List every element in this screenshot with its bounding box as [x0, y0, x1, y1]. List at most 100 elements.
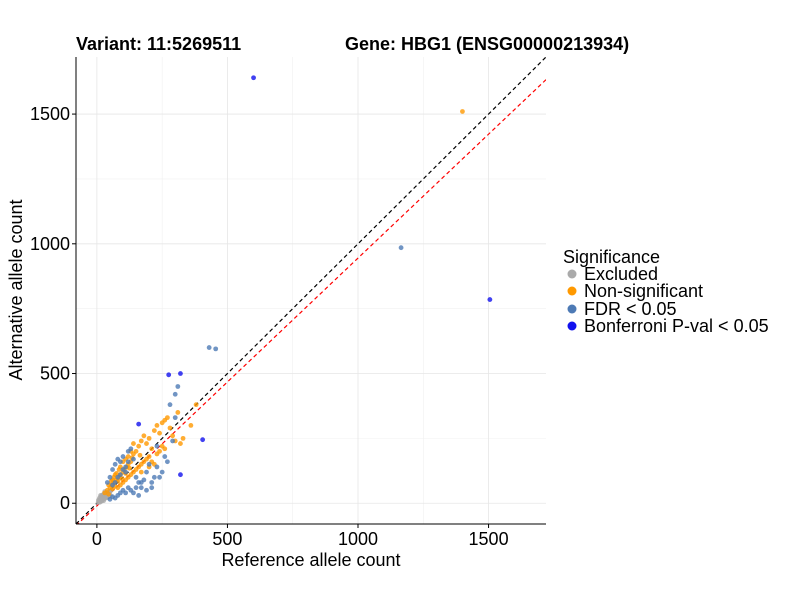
- y-tick-label: 0: [60, 493, 70, 513]
- data-point-series-1: [193, 402, 199, 408]
- legend-swatch-fdr: [567, 304, 577, 314]
- data-point-series-2: [172, 415, 178, 421]
- data-point-series-1: [178, 441, 183, 446]
- data-point-series-3: [178, 472, 183, 478]
- legend-swatch-bonferroni: [567, 321, 577, 331]
- data-point-series-2: [107, 496, 113, 502]
- chart-title-variant: Variant: 11:5269511: [76, 34, 241, 54]
- data-point-series-1: [149, 446, 155, 452]
- data-point-series-2: [151, 474, 157, 480]
- x-axis-label: Reference allele count: [221, 550, 400, 570]
- data-point-series-1: [146, 435, 152, 441]
- axes: [75, 57, 546, 525]
- data-point-series-1: [170, 433, 176, 439]
- data-point-series-3: [136, 421, 142, 427]
- legend-label-non-significant: Non-significant: [584, 281, 703, 301]
- data-point-series-1: [136, 443, 142, 449]
- data-point-series-2: [162, 454, 168, 459]
- data-point-series-2: [398, 245, 404, 251]
- legend-item-fdr: FDR < 0.05: [567, 299, 677, 319]
- data-point-series-2: [144, 487, 149, 493]
- data-point-series-0: [98, 493, 103, 498]
- data-point-series-1: [141, 433, 147, 439]
- data-point-series-2: [170, 438, 176, 444]
- data-point-series-2: [138, 480, 144, 485]
- x-tick-label: 0: [92, 529, 102, 549]
- data-point-series-2: [213, 346, 219, 352]
- legend-label-fdr: FDR < 0.05: [584, 299, 677, 319]
- data-point-series-1: [127, 465, 132, 471]
- data-point-series-1: [131, 441, 136, 446]
- data-point-series-3: [200, 437, 206, 443]
- data-point-series-1: [162, 446, 168, 452]
- data-point-series-1: [157, 448, 162, 454]
- data-point-series-2: [159, 469, 165, 475]
- data-point-series-2: [154, 443, 160, 449]
- y-tick-label: 1500: [30, 104, 70, 124]
- data-point-series-2: [104, 480, 110, 485]
- data-point-series-0: [101, 498, 107, 504]
- x-tick-label: 1500: [469, 529, 509, 549]
- data-point-series-2: [133, 485, 139, 491]
- data-point-series-2: [138, 485, 144, 491]
- legend-label-bonferroni: Bonferroni P-val < 0.05: [584, 316, 769, 336]
- legend-item-non-significant: Non-significant: [567, 281, 703, 301]
- data-point-series-1: [144, 441, 149, 446]
- data-point-series-2: [154, 464, 160, 470]
- data-point-series-2: [131, 456, 136, 462]
- y-tick-label: 1000: [30, 234, 70, 254]
- data-point-series-1: [119, 476, 125, 481]
- data-point-series-1: [116, 467, 122, 472]
- x-tick-label: 1000: [338, 529, 378, 549]
- data-point-series-2: [144, 469, 149, 475]
- data-point-series-2: [123, 464, 129, 470]
- legend-title: Significance: [563, 247, 660, 267]
- grid: [76, 57, 546, 524]
- data-points: [95, 75, 493, 505]
- data-point-series-2: [149, 480, 155, 485]
- data-point-series-2: [110, 467, 115, 472]
- data-point-series-2: [146, 461, 152, 467]
- data-point-series-1: [138, 469, 144, 475]
- legend: Significance Excluded Non-significant FD…: [563, 247, 769, 336]
- data-point-series-3: [178, 371, 183, 376]
- data-point-series-1: [146, 454, 152, 459]
- data-point-series-2: [117, 472, 123, 478]
- data-point-series-2: [157, 474, 162, 480]
- data-point-series-2: [172, 391, 178, 397]
- legend-swatch-non-significant: [567, 286, 577, 296]
- data-point-series-2: [128, 446, 134, 452]
- legend-item-excluded: Excluded: [567, 264, 658, 284]
- data-point-series-3: [166, 372, 172, 378]
- data-point-series-2: [125, 459, 131, 465]
- data-point-series-0: [102, 494, 108, 500]
- data-point-series-1: [180, 435, 186, 441]
- data-point-series-1: [106, 491, 112, 497]
- data-point-series-1: [157, 430, 162, 436]
- data-point-series-2: [136, 493, 142, 498]
- data-point-series-1: [133, 448, 139, 454]
- data-point-series-2: [112, 480, 118, 485]
- data-point-series-1: [188, 423, 194, 428]
- reference-lines: [76, 57, 546, 524]
- data-point-series-1: [154, 423, 160, 428]
- data-point-series-3: [251, 75, 256, 81]
- data-point-series-1: [460, 109, 465, 114]
- data-point-series-1: [151, 428, 157, 433]
- data-point-series-3: [487, 297, 493, 302]
- legend-swatch-excluded: [567, 269, 577, 279]
- legend-label-excluded: Excluded: [584, 264, 658, 284]
- y-axis-label: Alternative allele count: [6, 199, 26, 380]
- reference-line-identity: [76, 57, 546, 524]
- data-point-series-2: [164, 459, 170, 465]
- y-tick-label: 500: [40, 364, 70, 384]
- data-point-series-1: [111, 474, 117, 480]
- data-point-series-1: [167, 425, 173, 431]
- data-point-series-2: [175, 384, 181, 389]
- data-point-series-2: [120, 454, 126, 459]
- data-point-series-1: [114, 471, 119, 476]
- data-point-series-1: [108, 478, 114, 484]
- reference-line-fitted: [76, 79, 546, 524]
